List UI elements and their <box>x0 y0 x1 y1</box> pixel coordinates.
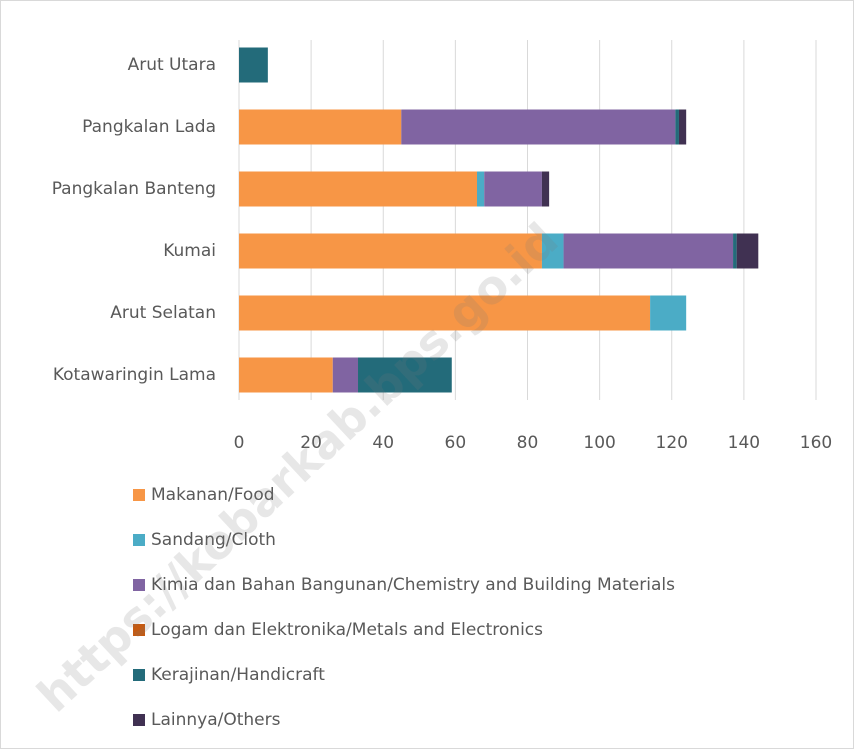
bar-segment <box>401 109 676 145</box>
bar-segment <box>239 233 542 269</box>
bar-segment <box>477 171 485 207</box>
bar-segment <box>736 233 759 269</box>
bar-segment <box>484 171 542 207</box>
x-tick-label: 160 <box>800 433 832 453</box>
bar-segment <box>650 295 687 331</box>
legend-label: Lainnya/Others <box>151 710 281 730</box>
legend-label: Logam dan Elektronika/Metals and Electro… <box>151 620 543 640</box>
bar-segment <box>541 171 550 207</box>
bar-segment <box>678 109 687 145</box>
legend-swatch <box>133 489 145 501</box>
x-tick-label: 100 <box>583 433 615 453</box>
x-tick-label: 40 <box>372 433 394 453</box>
legend-swatch <box>133 669 145 681</box>
legend-swatch <box>133 579 145 591</box>
bar-segment <box>239 171 478 207</box>
y-tick-label: Kumai <box>163 241 216 261</box>
bar-segment <box>675 109 679 145</box>
legend-swatch <box>133 624 145 636</box>
legend-label: Kimia dan Bahan Bangunan/Chemistry and B… <box>151 575 675 595</box>
legend-label: Sandang/Cloth <box>151 530 276 550</box>
x-tick-label: 140 <box>728 433 760 453</box>
y-tick-label: Kotawaringin Lama <box>53 365 216 385</box>
bar-segment <box>358 357 452 393</box>
legend-label: Makanan/Food <box>151 485 275 505</box>
bar-segment <box>541 233 564 269</box>
y-tick-label: Pangkalan Lada <box>82 117 216 137</box>
legend-swatch <box>133 714 145 726</box>
x-tick-label: 0 <box>234 433 245 453</box>
y-tick-label: Arut Selatan <box>110 303 216 323</box>
legend-swatch <box>133 534 145 546</box>
y-tick-label: Arut Utara <box>128 55 216 75</box>
bar-segment <box>239 47 268 83</box>
x-tick-label: 80 <box>517 433 539 453</box>
bar-segment <box>239 295 651 331</box>
x-tick-label: 20 <box>300 433 322 453</box>
bar-segment <box>563 233 734 269</box>
legend-label: Kerajinan/Handicraft <box>151 665 325 685</box>
bar-segment <box>239 357 333 393</box>
x-tick-label: 60 <box>445 433 467 453</box>
y-tick-label: Pangkalan Banteng <box>52 179 216 199</box>
bar-segment <box>733 233 737 269</box>
bar-segment <box>239 109 402 145</box>
bar-segment <box>332 357 359 393</box>
x-tick-label: 120 <box>656 433 688 453</box>
